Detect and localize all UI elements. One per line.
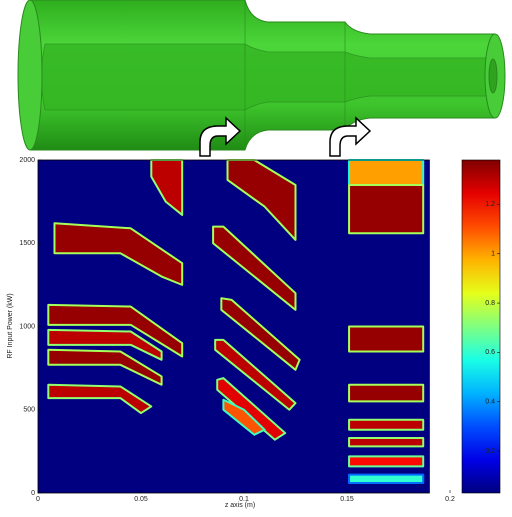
heatmap-region [349, 385, 423, 402]
heatmap-region [349, 475, 423, 483]
heatmap-region [349, 327, 423, 352]
y-tick-label: 1500 [19, 240, 35, 247]
colorbar-tick-label: 0.6 [485, 349, 495, 356]
coaxial-structure [18, 0, 505, 150]
heatmap-region [349, 185, 423, 233]
x-axis-label: z axis (m) [225, 502, 255, 509]
heatmap-region [349, 160, 423, 185]
y-tick-label: 0 [31, 490, 35, 497]
y-tick-label: 2000 [19, 157, 35, 164]
colorbar-tick-label: 0.8 [485, 300, 495, 307]
colorbar-tick-label: 1 [491, 251, 495, 258]
colorbar [462, 160, 500, 493]
x-tick-label: 0.05 [134, 496, 148, 503]
figure: 00.050.10.150.205001000150020000.20.40.6… [0, 0, 512, 517]
x-tick-label: 0.2 [445, 496, 455, 503]
colorbar-tick-label: 0.4 [485, 399, 495, 406]
heatmap-region [349, 438, 423, 446]
heatmap-region [349, 456, 423, 466]
heatmap-region [349, 420, 423, 430]
y-axis-label: RF Input Power (kW) [7, 293, 14, 358]
y-tick-label: 500 [23, 407, 35, 414]
colorbar-tick-label: 1.2 [485, 201, 495, 208]
x-tick-label: 0 [36, 496, 40, 503]
colorbar-tick-label: 0.2 [485, 448, 495, 455]
y-tick-label: 1000 [19, 323, 35, 330]
x-tick-label: 0.15 [340, 496, 354, 503]
